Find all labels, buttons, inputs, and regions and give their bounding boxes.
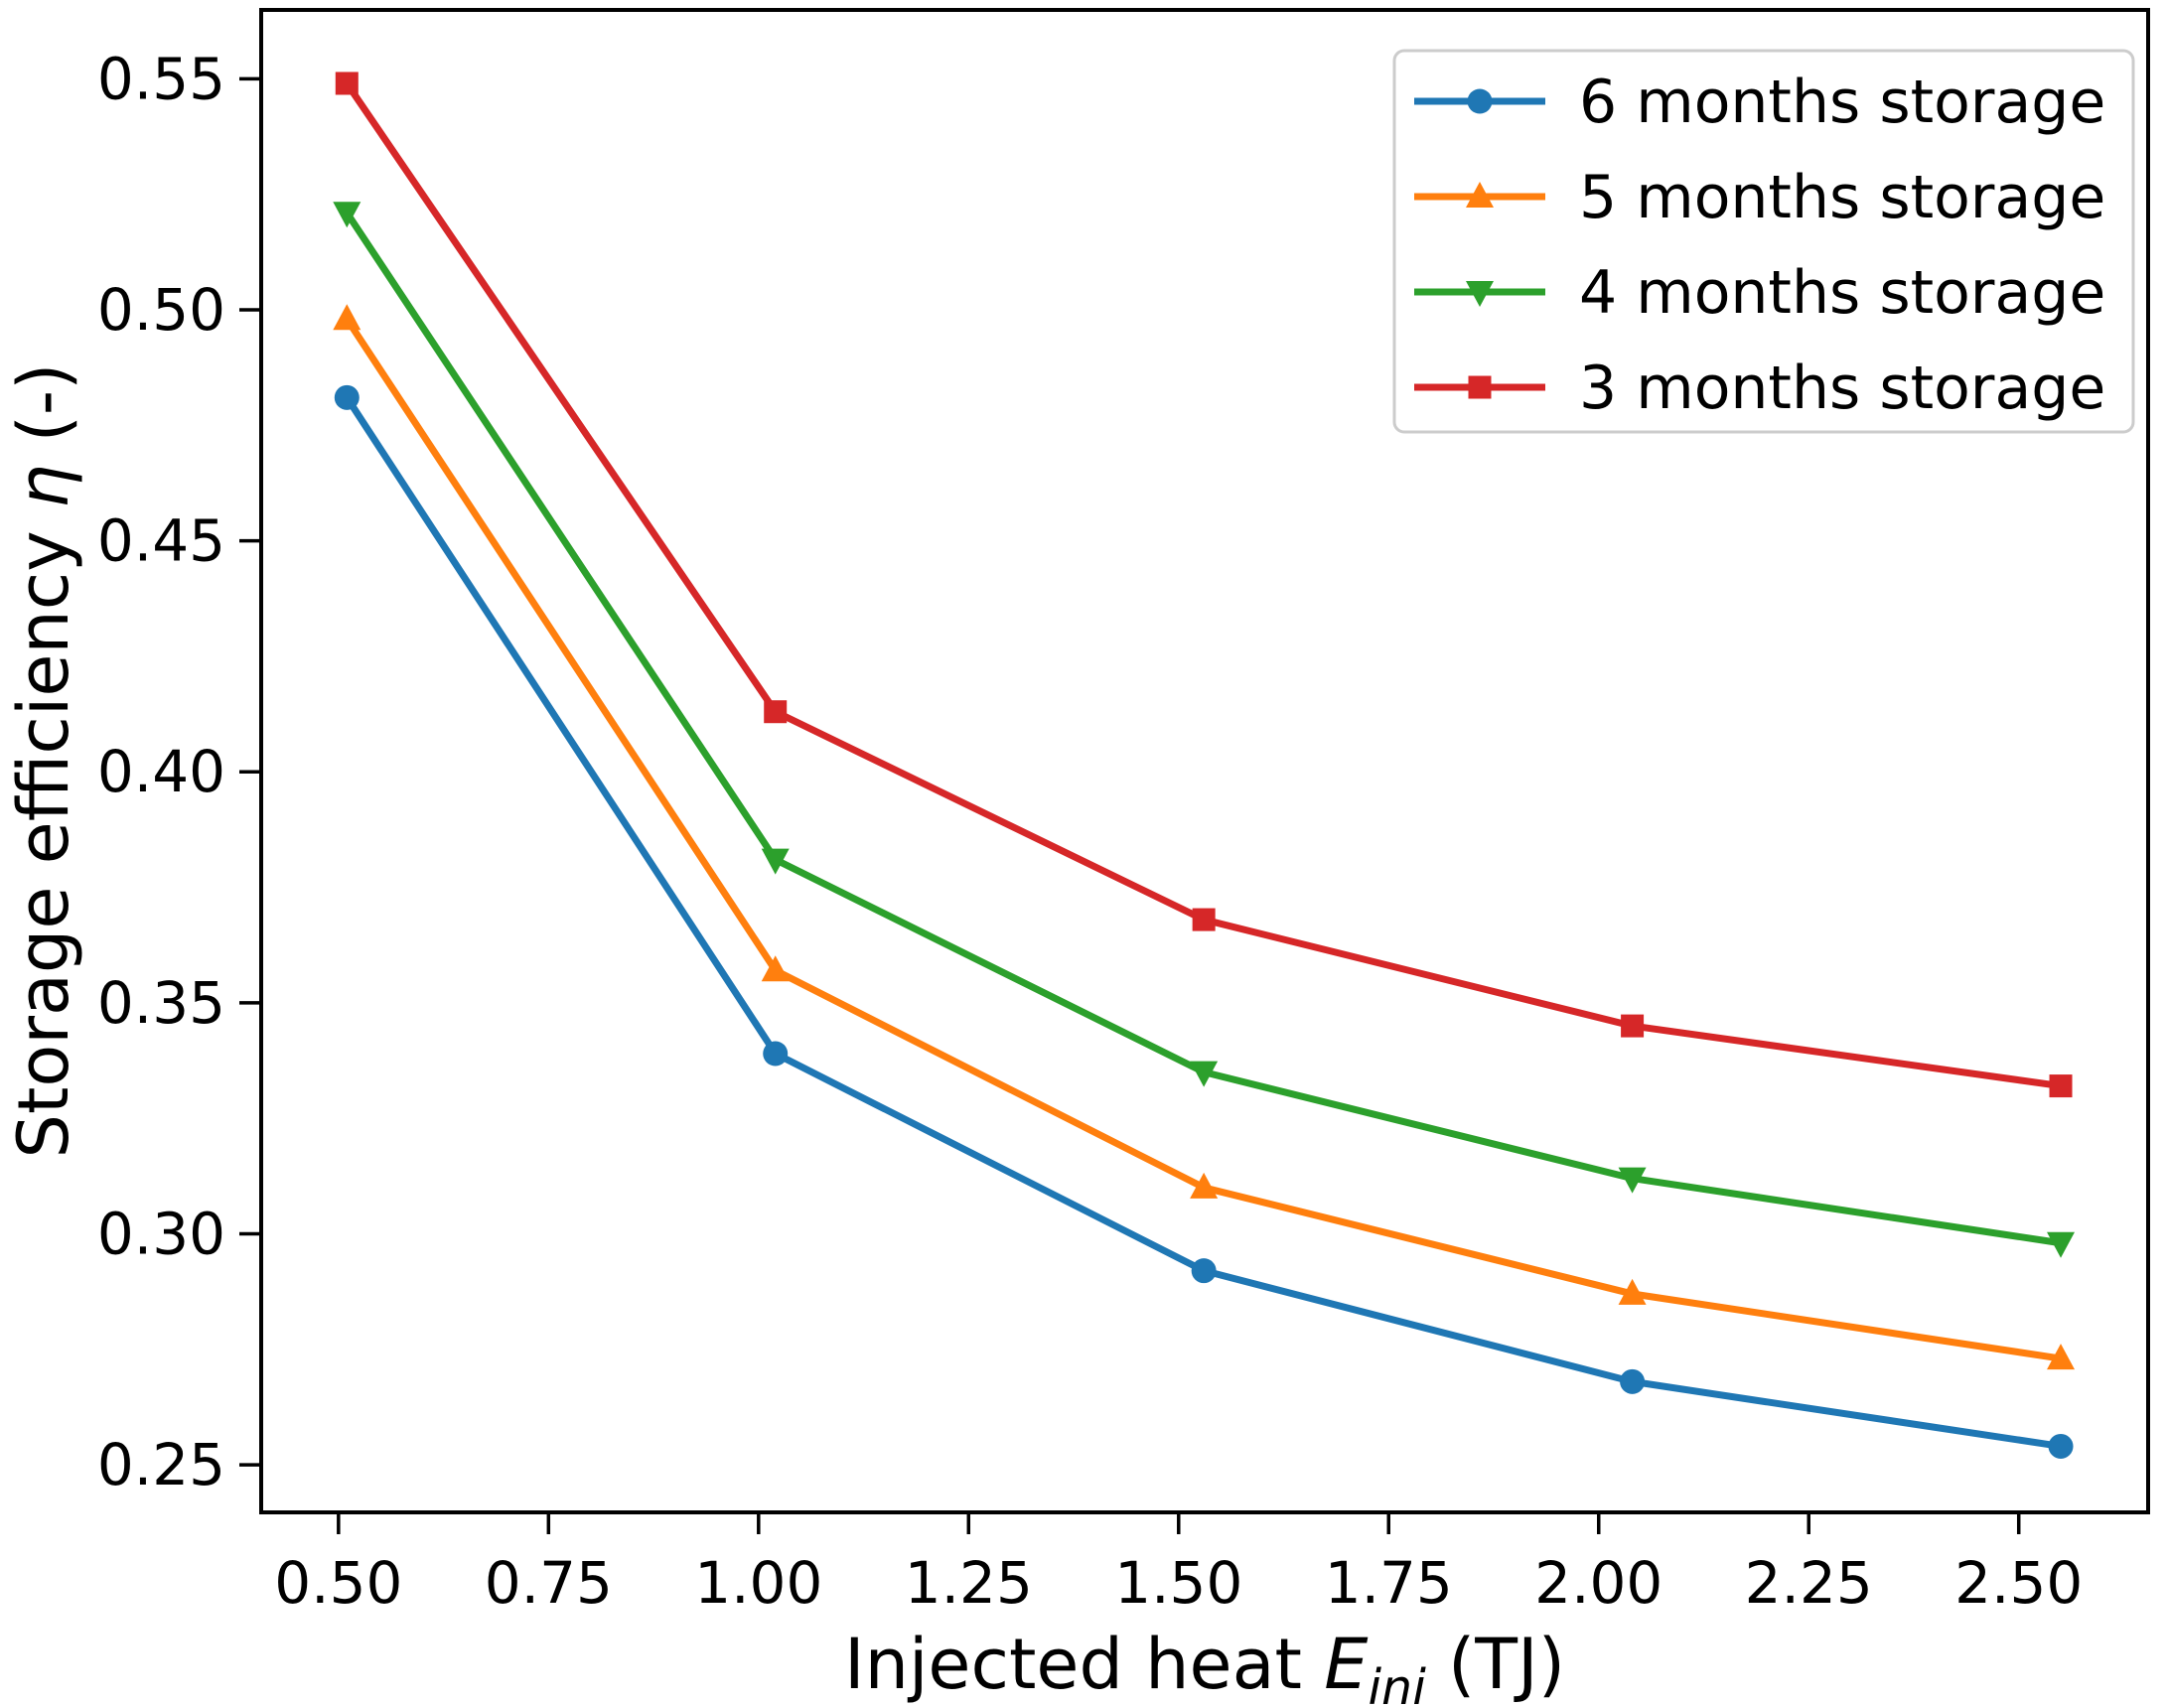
data-point-marker: [761, 955, 790, 982]
x-tick-label: 2.50: [1954, 1549, 2083, 1617]
legend-label: 3 months storage: [1579, 354, 2105, 423]
data-point-marker: [1191, 1258, 1217, 1284]
data-point-marker: [1618, 1278, 1647, 1305]
legend-label: 6 months storage: [1579, 68, 2105, 137]
data-point-marker: [2049, 1074, 2073, 1098]
data-point-marker: [1190, 1172, 1219, 1199]
x-tick-label: 2.00: [1534, 1549, 1662, 1617]
data-point-marker: [2047, 1231, 2076, 1258]
data-point-marker: [333, 304, 361, 331]
x-tick-label: 1.00: [694, 1549, 822, 1617]
legend-marker-triangle-down: [1466, 281, 1494, 307]
data-point-marker: [1618, 1167, 1647, 1194]
data-point-marker: [335, 71, 359, 95]
x-axis-label-text: Injected heat: [844, 1624, 1324, 1704]
data-point-marker: [1190, 1061, 1219, 1087]
plot-border: [259, 8, 2150, 1514]
data-point-marker: [2048, 1433, 2074, 1459]
y-axis-label-text: Storage efficiency: [3, 508, 84, 1158]
x-axis-label-var: E: [1324, 1624, 1369, 1704]
data-point-marker: [1621, 1014, 1645, 1038]
y-tick-label: 0.45: [97, 507, 225, 575]
x-tick-label: 2.25: [1745, 1549, 1873, 1617]
y-tick-label: 0.25: [97, 1431, 225, 1498]
x-tick-label: 1.50: [1114, 1549, 1242, 1617]
legend-label: 4 months storage: [1579, 258, 2105, 328]
data-point-marker: [1192, 908, 1216, 931]
y-tick-label: 0.30: [97, 1200, 225, 1267]
plot-area: 0.50 0.75 1.00 1.25 1.50 1.75 2.00 2.25 2.50 0.25…: [97, 8, 2150, 1617]
x-tick-label: 0.75: [485, 1549, 613, 1617]
data-point-marker: [1620, 1368, 1646, 1394]
x-tick-label: 1.25: [905, 1549, 1033, 1617]
data-point-marker: [761, 848, 790, 875]
y-axis-label-var: η: [3, 465, 84, 508]
x-axis-label-unit: (TJ): [1426, 1624, 1565, 1704]
legend-marker-square: [1468, 375, 1492, 399]
data-point-marker: [333, 202, 361, 228]
y-tick-label: 0.40: [97, 738, 225, 805]
data-point-marker: [764, 700, 788, 724]
data-point-marker: [763, 1041, 789, 1067]
x-axis-label-subscript: inj: [1368, 1659, 1426, 1704]
data-point-marker: [2047, 1344, 2076, 1370]
data-point-marker: [334, 384, 360, 410]
y-axis-label: Storage efficiency η (-): [3, 363, 84, 1159]
x-tick-label: 0.50: [274, 1549, 402, 1617]
legend-box: [1392, 49, 2135, 434]
y-tick-label: 0.50: [97, 276, 225, 344]
x-tick-label: 1.75: [1325, 1549, 1453, 1617]
y-axis-label-unit: (-): [3, 363, 84, 465]
y-tick-label: 0.55: [97, 45, 225, 112]
legend-marker-circle: [1467, 88, 1493, 114]
y-tick-label: 0.35: [97, 969, 225, 1037]
legend-label: 5 months storage: [1579, 163, 2105, 232]
x-axis-label: Injected heat Einj (TJ): [844, 1624, 1565, 1704]
legend-marker-triangle-up: [1466, 182, 1494, 208]
